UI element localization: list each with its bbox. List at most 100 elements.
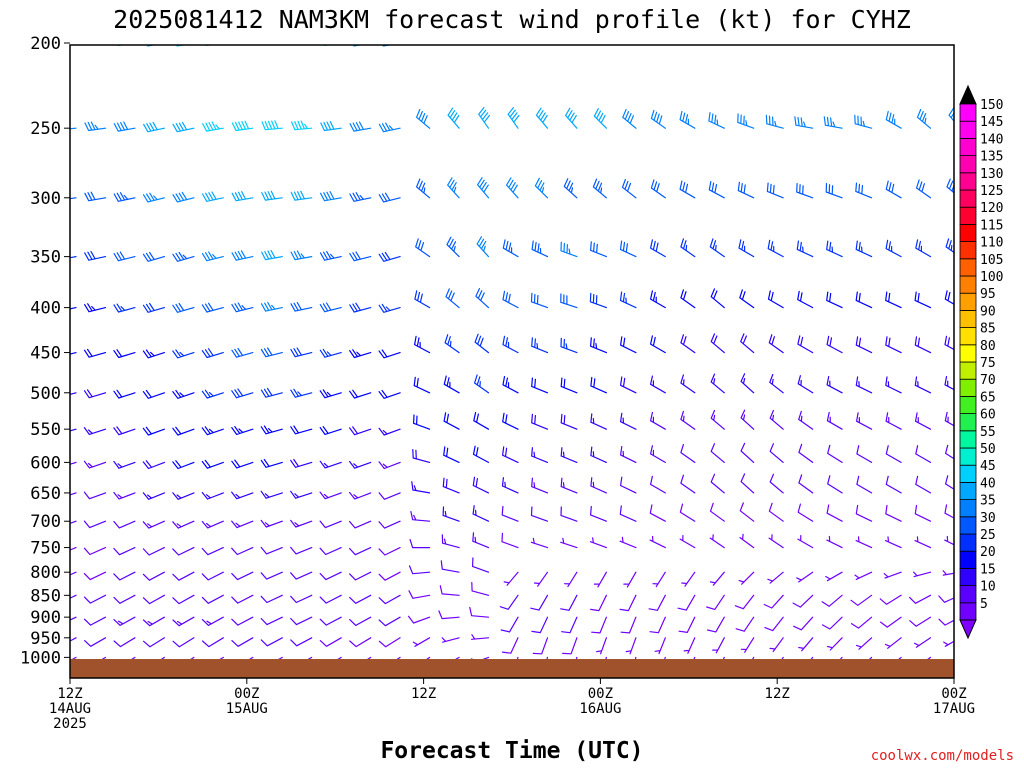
wind-barb [290, 301, 313, 312]
wind-barb [501, 505, 519, 522]
wind-barb [826, 504, 843, 522]
wind-barb [231, 459, 254, 469]
wind-barb [650, 290, 666, 309]
wind-barb [768, 334, 784, 354]
wind-barb [503, 571, 519, 586]
wind-barb [856, 445, 873, 463]
wind-barb [621, 178, 637, 199]
wind-barb [855, 376, 873, 394]
wind-barb [914, 536, 932, 549]
colorbar-label: 115 [980, 218, 1003, 233]
wind-barb [438, 610, 460, 620]
colorbar-swatch [959, 550, 977, 569]
wind-barb [680, 334, 696, 354]
wind-barb [590, 477, 607, 494]
wind-barb [142, 616, 165, 627]
wind-barb [231, 571, 254, 581]
wind-barb [113, 616, 136, 626]
wind-barb [710, 373, 725, 394]
wind-barb [855, 504, 873, 522]
y-tick-label: 800 [30, 563, 61, 583]
wind-barb [879, 594, 902, 605]
wind-barb [172, 520, 195, 529]
wind-barb [914, 412, 932, 430]
wind-barb [290, 250, 313, 261]
wind-barb [532, 637, 549, 655]
wind-barb [201, 637, 224, 648]
wind-barb [683, 637, 696, 654]
y-tick-label: 650 [30, 484, 61, 504]
wind-barb [590, 241, 607, 258]
wind-barb [502, 290, 519, 309]
wind-barb [531, 616, 549, 634]
wind-barb [231, 347, 254, 358]
wind-barb [142, 251, 165, 262]
wind-barb [319, 637, 342, 647]
wind-barb [622, 108, 637, 129]
wind-barb [826, 376, 843, 394]
colorbar-swatch [959, 499, 977, 518]
wind-barb [172, 616, 195, 627]
colorbar-swatch [959, 344, 977, 363]
colorbar-swatch [959, 292, 977, 311]
wind-barb [499, 594, 519, 610]
wind-barb [945, 444, 954, 460]
colorbar-swatch [959, 568, 977, 587]
wind-barb [914, 291, 932, 309]
wind-barb [620, 476, 637, 494]
wind-barb [827, 475, 843, 494]
wind-barb [797, 290, 814, 309]
wind-barb [260, 571, 283, 580]
colorbar-label: 140 [980, 132, 1003, 147]
wind-barb [378, 616, 401, 627]
x-tick-label: 12Z [411, 686, 436, 702]
wind-barb [411, 481, 431, 494]
wind-barb [478, 107, 490, 129]
chart-title: 2025081412 NAM3KM forecast wind profile … [113, 5, 911, 34]
wind-barb [740, 637, 755, 653]
y-tick-label: 900 [30, 608, 61, 628]
y-tick-label: 400 [30, 299, 61, 319]
y-tick-label: 250 [30, 119, 61, 139]
wind-barb [290, 594, 313, 604]
wind-barb [408, 565, 431, 575]
wind-barb [349, 547, 372, 556]
wind-barb [320, 191, 342, 202]
wind-barb [70, 637, 77, 642]
colorbar-label: 150 [980, 98, 1003, 113]
wind-barb [201, 251, 224, 262]
wind-barb [855, 291, 873, 309]
wind-barb [531, 477, 549, 494]
colorbar-swatch [959, 585, 977, 604]
wind-barb [619, 505, 637, 522]
wind-barb [880, 616, 902, 628]
wind-barb [885, 336, 902, 354]
wind-barb [413, 376, 431, 394]
wind-barb [710, 473, 725, 494]
wind-barb [826, 411, 843, 430]
wind-barb [349, 251, 372, 262]
wind-barb [739, 289, 755, 309]
wind-barb [349, 594, 372, 604]
wind-barb [260, 637, 283, 647]
wind-barb [796, 183, 814, 199]
x-tick-label: 00Z [941, 686, 966, 702]
x-tick-label: 17AUG [933, 701, 975, 717]
wind-barb [349, 426, 372, 436]
wind-barb [70, 352, 77, 355]
wind-barb [113, 303, 136, 313]
wind-barb [619, 536, 637, 549]
wind-barb [590, 594, 607, 612]
wind-barb [712, 637, 725, 654]
colorbar-label: 85 [980, 322, 996, 337]
wind-barb [677, 594, 696, 611]
wind-barb [113, 121, 136, 132]
wind-barb [231, 120, 254, 132]
wind-barb [443, 446, 460, 463]
colorbar-swatch [959, 206, 977, 225]
wind-barb [113, 251, 136, 262]
colorbar-label: 100 [980, 270, 1003, 285]
wind-barb [944, 376, 954, 391]
colorbar-label: 80 [980, 339, 996, 354]
